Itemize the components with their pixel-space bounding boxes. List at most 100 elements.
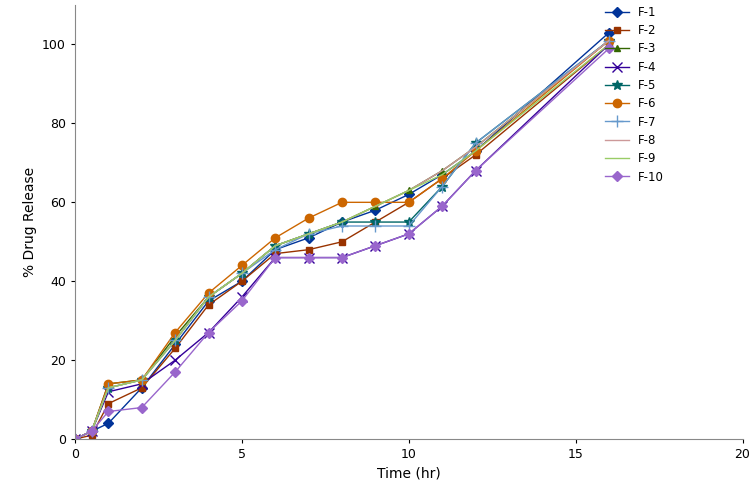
F-1 [604,29,613,35]
F-6 [87,428,96,434]
F-3 [370,203,380,209]
F-7 [204,294,213,300]
F-4 [604,41,613,47]
F-5 [471,140,480,146]
F-9 [404,188,413,194]
F-5 [438,184,447,190]
F-8 [404,188,413,194]
F-2 [87,432,96,438]
F-2 [137,385,146,391]
F-6 [370,199,380,205]
F-6 [471,148,480,154]
F-9 [338,219,346,225]
F-1 [237,278,246,284]
F-10 [70,436,80,442]
F-8 [271,243,280,249]
F-7 [104,385,112,391]
F-8 [370,203,380,209]
F-1 [438,172,447,178]
F-3 [604,37,613,43]
F-4 [438,203,447,209]
F-4 [137,381,146,387]
F-10 [170,369,180,375]
F-2 [170,345,180,351]
Line: F-3: F-3 [71,37,613,443]
Line: F-6: F-6 [70,36,614,443]
F-4 [170,357,180,363]
F-5 [271,243,280,249]
F-9 [604,41,613,47]
F-3 [271,243,280,249]
Line: F-2: F-2 [71,41,613,443]
F-8 [170,337,180,343]
F-8 [137,377,146,383]
F-5 [137,377,146,383]
F-7 [271,247,280,252]
F-1 [304,235,313,241]
F-5 [104,385,112,391]
F-1 [104,420,112,426]
F-7 [87,428,96,434]
F-5 [304,231,313,237]
F-6 [338,199,346,205]
F-4 [271,254,280,260]
F-3 [438,168,447,174]
F-10 [204,329,213,335]
F-7 [370,223,380,229]
F-1 [404,192,413,198]
F-9 [137,377,146,383]
F-1 [370,207,380,213]
F-8 [304,231,313,237]
F-9 [271,243,280,249]
F-4 [471,168,480,174]
F-6 [271,235,280,241]
F-1 [70,436,80,442]
F-2 [237,278,246,284]
X-axis label: Time (hr): Time (hr) [376,467,441,481]
F-2 [604,41,613,47]
F-4 [404,231,413,237]
F-5 [70,436,80,442]
F-4 [304,254,313,260]
F-10 [87,428,96,434]
F-6 [204,290,213,296]
F-2 [338,239,346,245]
F-7 [170,337,180,343]
F-5 [338,219,346,225]
F-8 [338,219,346,225]
F-7 [404,223,413,229]
F-1 [271,247,280,252]
F-2 [104,401,112,407]
F-3 [204,294,213,300]
F-1 [170,341,180,347]
F-1 [338,219,346,225]
F-4 [70,436,80,442]
F-8 [204,294,213,300]
Line: F-4: F-4 [70,39,614,444]
F-10 [271,254,280,260]
F-2 [70,436,80,442]
F-4 [204,329,213,335]
F-1 [471,148,480,154]
F-4 [104,389,112,395]
F-10 [338,254,346,260]
F-4 [370,243,380,249]
F-1 [87,428,96,434]
F-9 [304,231,313,237]
F-3 [338,219,346,225]
F-9 [237,270,246,276]
F-6 [304,215,313,221]
F-3 [70,436,80,442]
F-9 [438,172,447,178]
F-3 [404,188,413,194]
F-3 [237,270,246,276]
Legend: F-1, F-2, F-3, F-4, F-5, F-6, F-7, F-8, F-9, F-10: F-1, F-2, F-3, F-4, F-5, F-6, F-7, F-8, … [602,2,668,187]
F-3 [87,428,96,434]
F-8 [104,385,112,391]
Line: F-9: F-9 [75,44,609,439]
F-2 [271,250,280,256]
F-6 [104,381,112,387]
F-9 [104,385,112,391]
F-5 [237,270,246,276]
F-7 [604,37,613,43]
